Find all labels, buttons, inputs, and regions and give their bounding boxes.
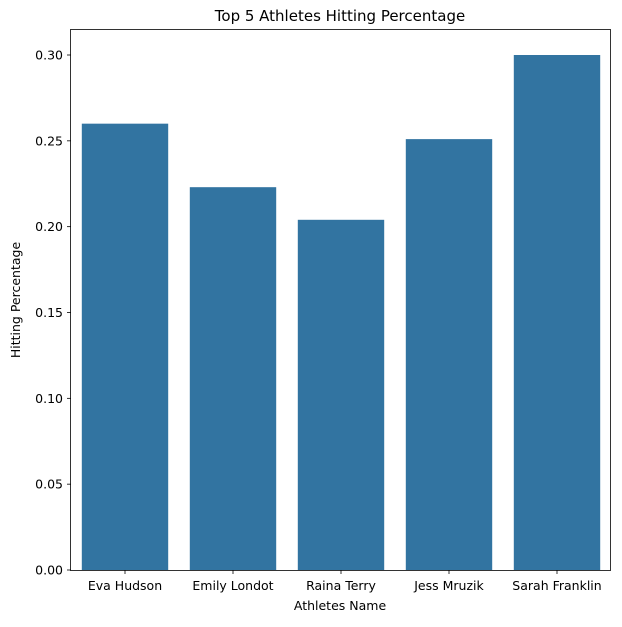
- bar-sarah-franklin: [513, 55, 601, 570]
- y-tick-label: 0.20: [35, 219, 63, 234]
- x-tick-label: Sarah Franklin: [512, 578, 601, 593]
- plot-frame: [70, 29, 611, 571]
- chart-title: Top 5 Athletes Hitting Percentage: [214, 7, 465, 25]
- y-tick-label: 0.05: [35, 477, 63, 492]
- x-axis-label: Athletes Name: [294, 598, 387, 613]
- bars-layer: [81, 55, 601, 571]
- y-axis-label: Hitting Percentage: [8, 242, 23, 359]
- x-tick-label: Emily Londot: [192, 578, 273, 593]
- x-tick-label: Eva Hudson: [88, 578, 162, 593]
- y-tick-label: 0.15: [35, 305, 63, 320]
- bar-emily-londot: [189, 187, 277, 570]
- ticks-layer: Eva Hudson Emily Londot Raina Terry Jess Mr…: [35, 48, 602, 594]
- y-tick-label: 0.00: [35, 563, 63, 578]
- bar-jess-mruzik: [405, 139, 493, 570]
- y-tick-label: 0.10: [35, 391, 63, 406]
- x-tick-label: Jess Mruzik: [413, 578, 484, 593]
- y-tick-label: 0.25: [35, 133, 63, 148]
- x-tick-label: Raina Terry: [306, 578, 376, 593]
- bar-raina-terry: [297, 219, 385, 571]
- y-tick-label: 0.30: [35, 48, 63, 63]
- bar-eva-hudson: [81, 123, 169, 571]
